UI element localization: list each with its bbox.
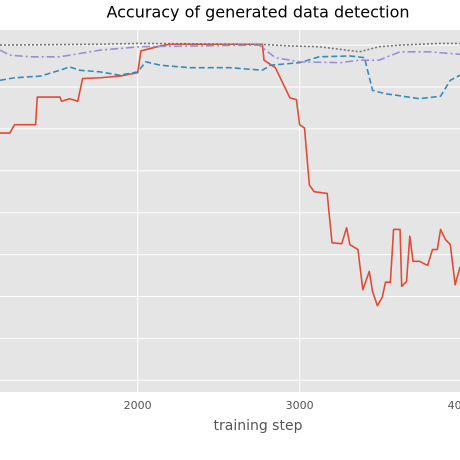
line-series	[0, 55, 460, 100]
x-tick-label: 2000	[124, 399, 152, 412]
plot-background	[0, 30, 460, 392]
line-series	[0, 43, 460, 307]
x-tick-label: 4000	[448, 399, 460, 412]
x-axis-label: training step	[214, 418, 303, 434]
x-tick-label: 3000	[286, 399, 314, 412]
chart-title: Accuracy of generated data detection	[106, 3, 409, 22]
